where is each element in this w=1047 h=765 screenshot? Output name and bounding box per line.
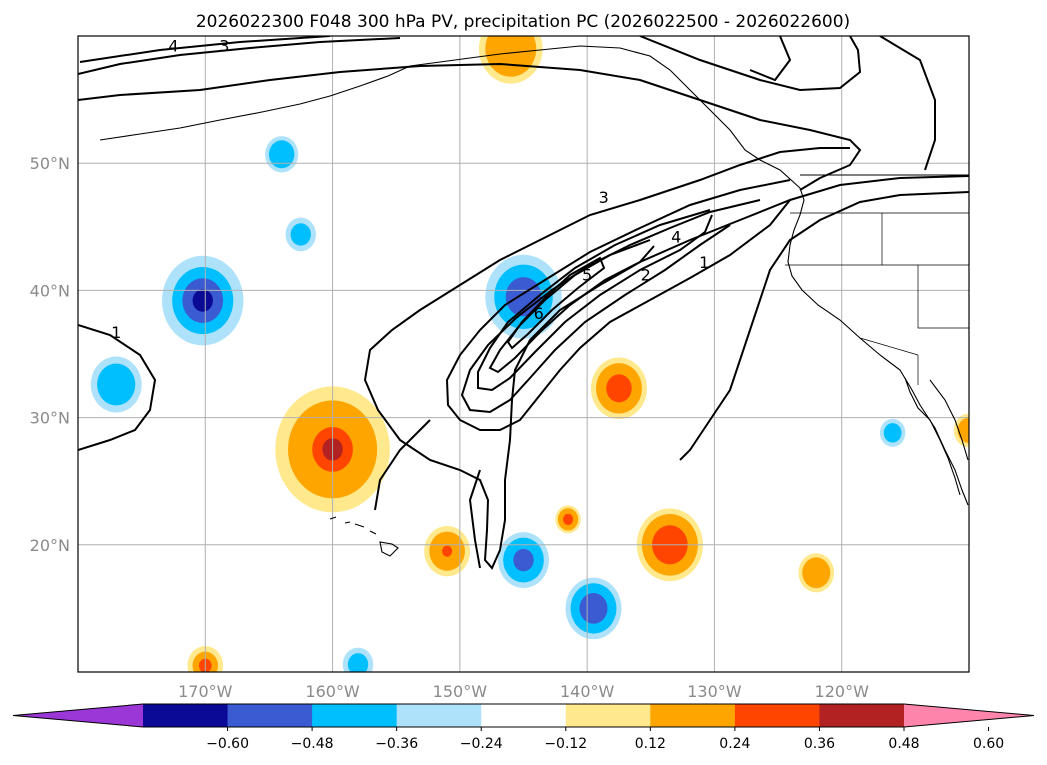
colorbar-outline: [12, 703, 1035, 728]
colorbar-segment-6: [650, 704, 736, 727]
lat-tick-label: 40°N: [30, 281, 70, 300]
pv-contour-ridge-2: [79, 36, 331, 63]
pv-contour-jet-6: [506, 256, 606, 350]
colorbar-tick-label: −0.36: [375, 736, 418, 752]
hawaii-islands: [329, 516, 399, 557]
pv-contour-label: 4: [671, 228, 681, 247]
mexico-coastline: [929, 379, 969, 461]
pv-contour-west-1: [78, 324, 157, 451]
colorbar-extend-min: [13, 704, 143, 727]
colorbar-segment-4: [481, 704, 567, 727]
coastlines: [99, 45, 969, 557]
pv-contour-label: 6: [534, 304, 544, 323]
pv-contour-label: 3: [219, 37, 229, 56]
map-area: 4 3 3 4 5 2 1 6 1: [78, 36, 969, 672]
colorbar-extend-max: [904, 704, 1034, 727]
pv-contour-label: 1: [111, 323, 121, 342]
lat-tick-label: 20°N: [30, 536, 70, 555]
colorbar-segment-2: [312, 704, 398, 727]
baja-coastline: [904, 377, 961, 496]
precip-blob-8-level-1: [347, 653, 369, 672]
colorbar-tick-label: −0.12: [544, 736, 587, 752]
lon-tick-label: 160°W: [305, 682, 360, 701]
colorbar-tick-label: −0.48: [291, 736, 334, 752]
pv-contour-label: 4: [168, 37, 178, 56]
colorbar-segment-7: [734, 704, 820, 727]
precip-blob-13-level-2: [562, 513, 574, 525]
pv-contour-1b: [78, 36, 862, 92]
map-frame: [77, 35, 970, 673]
precip-blob-6-level-2: [579, 593, 608, 624]
pv-contour-jet-outer: [679, 191, 969, 461]
pv-contour-labels: 4 3 3 4 5 2 1 6 1: [111, 37, 709, 342]
colorbar-segment-1: [227, 704, 313, 727]
colorbar-tick-label: 0.24: [719, 736, 750, 752]
colorbar-segment-5: [565, 704, 651, 727]
pv-contour-north-1: [879, 36, 936, 171]
colorbar-tick-label: 0.48: [888, 736, 919, 752]
colorbar-tick-label: 0.12: [635, 736, 666, 752]
colorbar-segment-3: [396, 704, 482, 727]
colorbar-tick-label: −0.60: [206, 736, 249, 752]
lat-tick-label: 50°N: [30, 154, 70, 173]
pv-contour-label: 1: [699, 253, 709, 272]
pv-contour-jet-2: [445, 179, 791, 431]
pv-contour-north-2: [749, 36, 792, 82]
precip-blob-10-level-2: [442, 545, 453, 557]
lon-tick-label: 130°W: [687, 682, 742, 701]
pv-contour-label: 3: [599, 188, 609, 207]
lon-tick-label: 120°W: [815, 682, 870, 701]
pv-contour-1: [78, 62, 862, 191]
lon-tick-label: 170°W: [178, 682, 233, 701]
precip-blob-5-level-2: [513, 548, 534, 572]
precip-blob-7-level-1: [883, 423, 902, 443]
pv-contours: [78, 36, 969, 570]
precip-blob-3-level-1: [268, 140, 295, 169]
pv-contour-label: 2: [641, 266, 651, 285]
graticule: [78, 36, 969, 672]
colorbar-segment-0: [143, 704, 229, 727]
pv-contour-label: 5: [582, 266, 592, 285]
latitude-ticks: 20°N 30°N 40°N 50°N: [30, 154, 70, 555]
colorbar-tick-label: 0.60: [973, 736, 1004, 752]
precip-blob-2-level-1: [97, 363, 136, 406]
pv-contour-jet-3: [460, 199, 761, 414]
pv-contour-jet-4: [477, 209, 713, 392]
longitude-ticks: 170°W 160°W 150°W 140°W 130°W 120°W: [178, 682, 869, 701]
lat-tick-label: 30°N: [30, 409, 70, 428]
state-borders: [785, 212, 969, 385]
colorbar-tick-label: −0.24: [460, 736, 503, 752]
colorbar-tick-label: 0.36: [804, 736, 835, 752]
plot-title: 2026022300 F048 300 hPa PV, precipitatio…: [196, 12, 850, 32]
pv-contour-outer-south: [374, 419, 481, 569]
colorbar: −0.60 −0.48 −0.36 −0.24 −0.12 0.12 0.24 0.36 0.4…: [12, 703, 1035, 752]
lon-tick-label: 140°W: [560, 682, 615, 701]
precip-blob-14-level-1: [802, 557, 831, 589]
precip-blob-11-level-2: [606, 374, 632, 403]
precip-blob-0-level-3: [192, 289, 213, 312]
alaska-coastline: [99, 45, 801, 189]
colorbar-segment-8: [819, 704, 905, 727]
precip-blob-4-level-1: [290, 223, 311, 246]
lon-tick-label: 150°W: [433, 682, 488, 701]
pv-contour-jet-5: [488, 239, 655, 374]
